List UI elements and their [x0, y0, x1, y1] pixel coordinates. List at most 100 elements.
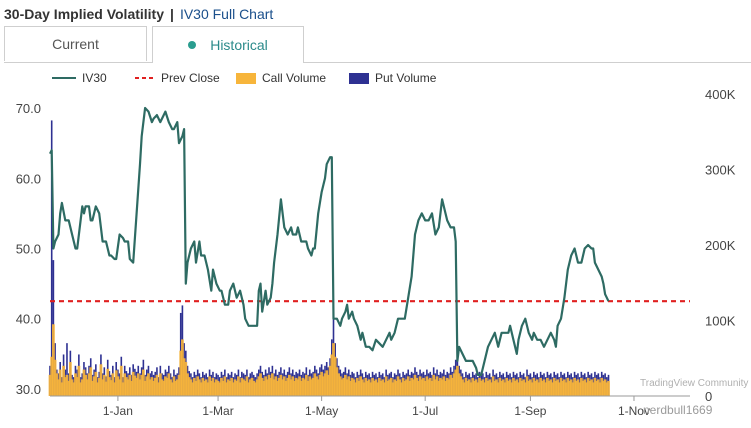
- call-volume-bar: [540, 380, 544, 396]
- y-left-tick-label: 30.0: [16, 382, 41, 397]
- call-volume-bar: [523, 382, 527, 396]
- call-volume-bar: [252, 380, 256, 396]
- call-volume-bar: [332, 343, 335, 396]
- call-volume-bar: [119, 365, 123, 396]
- call-volume-bar: [350, 377, 354, 396]
- x-tick-label: 1-May: [305, 404, 338, 418]
- call-volume-bar: [333, 356, 337, 396]
- call-volume-bar: [466, 380, 470, 396]
- call-volume-bar: [410, 377, 413, 396]
- call-volume-bar: [282, 376, 286, 396]
- call-volume-bar: [503, 382, 507, 396]
- call-volume-bar: [121, 382, 125, 396]
- call-volume-bar: [225, 382, 228, 396]
- call-volume-bar: [398, 379, 402, 396]
- call-volume-bar: [391, 382, 395, 396]
- call-volume-bar: [435, 376, 439, 396]
- call-volume-bar: [304, 374, 308, 396]
- call-volume-bar: [291, 376, 295, 396]
- full-chart-link[interactable]: IV30 Full Chart: [179, 6, 274, 22]
- tab-historical[interactable]: Historical: [152, 26, 304, 63]
- call-volume-bar: [147, 373, 150, 396]
- call-volume-bar: [598, 382, 602, 396]
- call-volume-bar: [349, 380, 352, 396]
- call-volume-bar: [352, 379, 356, 396]
- call-volume-bar: [408, 380, 412, 396]
- call-volume-bar: [138, 379, 142, 396]
- call-volume-bar: [607, 380, 610, 396]
- call-volume-bar: [488, 379, 492, 396]
- call-volume-bar: [384, 376, 388, 396]
- y-left-tick-label: 50.0: [16, 242, 41, 257]
- call-volume-bar: [233, 379, 237, 396]
- call-volume-bar: [155, 374, 159, 396]
- call-volume-bar: [457, 373, 461, 396]
- call-volume-bar: [97, 377, 101, 396]
- call-volume-bar: [160, 379, 164, 396]
- call-volume-bar: [447, 379, 451, 396]
- call-volume-bar: [501, 379, 505, 396]
- title-separator: |: [170, 6, 174, 22]
- call-volume-bar: [279, 374, 283, 396]
- call-volume-bar: [221, 380, 225, 396]
- call-volume-bar: [170, 382, 174, 396]
- call-volume-bar: [506, 380, 510, 396]
- call-volume-bar: [123, 373, 127, 396]
- legend-call-label: Call Volume: [262, 71, 326, 85]
- call-volume-bar: [284, 380, 288, 396]
- call-volume-bar: [108, 377, 111, 396]
- call-volume-bar: [68, 362, 72, 396]
- call-volume-bar: [564, 382, 568, 396]
- call-volume-bar: [422, 377, 425, 396]
- call-volume-bar: [313, 373, 317, 396]
- call-volume-bar: [293, 380, 296, 396]
- call-volume-bar: [94, 371, 98, 396]
- iv30-line: [49, 106, 610, 376]
- call-volume-bar: [413, 374, 417, 396]
- call-volume-bar: [118, 379, 122, 396]
- call-volume-bar: [57, 379, 60, 396]
- call-volume-bar: [425, 376, 429, 396]
- call-volume-bar: [318, 374, 322, 396]
- call-volume-bar: [500, 380, 503, 396]
- call-volume-bar: [281, 379, 284, 396]
- call-volume-bar: [527, 380, 531, 396]
- call-volume-bar: [530, 382, 534, 396]
- call-volume-bar: [135, 377, 138, 396]
- y-right-tick-label: 400K: [705, 87, 736, 102]
- call-volume-bar: [357, 380, 361, 396]
- call-volume-bar: [537, 382, 541, 396]
- call-volume-bar: [486, 380, 490, 396]
- call-volume-bar: [535, 379, 539, 396]
- call-volume-bar: [439, 377, 442, 396]
- legend-put-label: Put Volume: [375, 71, 437, 85]
- call-volume-bar: [360, 379, 364, 396]
- call-volume-bar: [493, 380, 497, 396]
- call-volume-bar: [362, 382, 366, 396]
- call-volume-bar: [513, 380, 517, 396]
- call-volume-bar: [542, 379, 546, 396]
- call-volume-bar: [440, 379, 444, 396]
- call-volume-bar: [141, 369, 145, 396]
- call-volume-bar: [418, 376, 422, 396]
- call-volume-bar: [376, 382, 380, 396]
- call-volume-bar: [321, 376, 325, 396]
- call-volume-bar: [552, 377, 556, 396]
- tab-current[interactable]: Current: [4, 26, 147, 61]
- call-volume-bar: [508, 379, 512, 396]
- active-tab-dot-icon: [188, 41, 197, 49]
- call-volume-bar: [467, 379, 471, 396]
- put-volume-bar: [66, 343, 68, 396]
- call-volume-bar: [433, 379, 437, 396]
- legend-put-swatch: [349, 73, 369, 84]
- call-volume-bar: [496, 382, 500, 396]
- call-volume-bar: [177, 374, 181, 396]
- call-volume-bar: [70, 379, 74, 396]
- x-tick-label: 1-Mar: [202, 404, 233, 418]
- call-volume-bar: [231, 382, 235, 396]
- call-volume-bar: [218, 382, 222, 396]
- call-volume-bar: [124, 377, 128, 396]
- call-volume-bar: [393, 379, 397, 396]
- call-volume-bar: [405, 379, 408, 396]
- call-volume-bar: [354, 382, 357, 396]
